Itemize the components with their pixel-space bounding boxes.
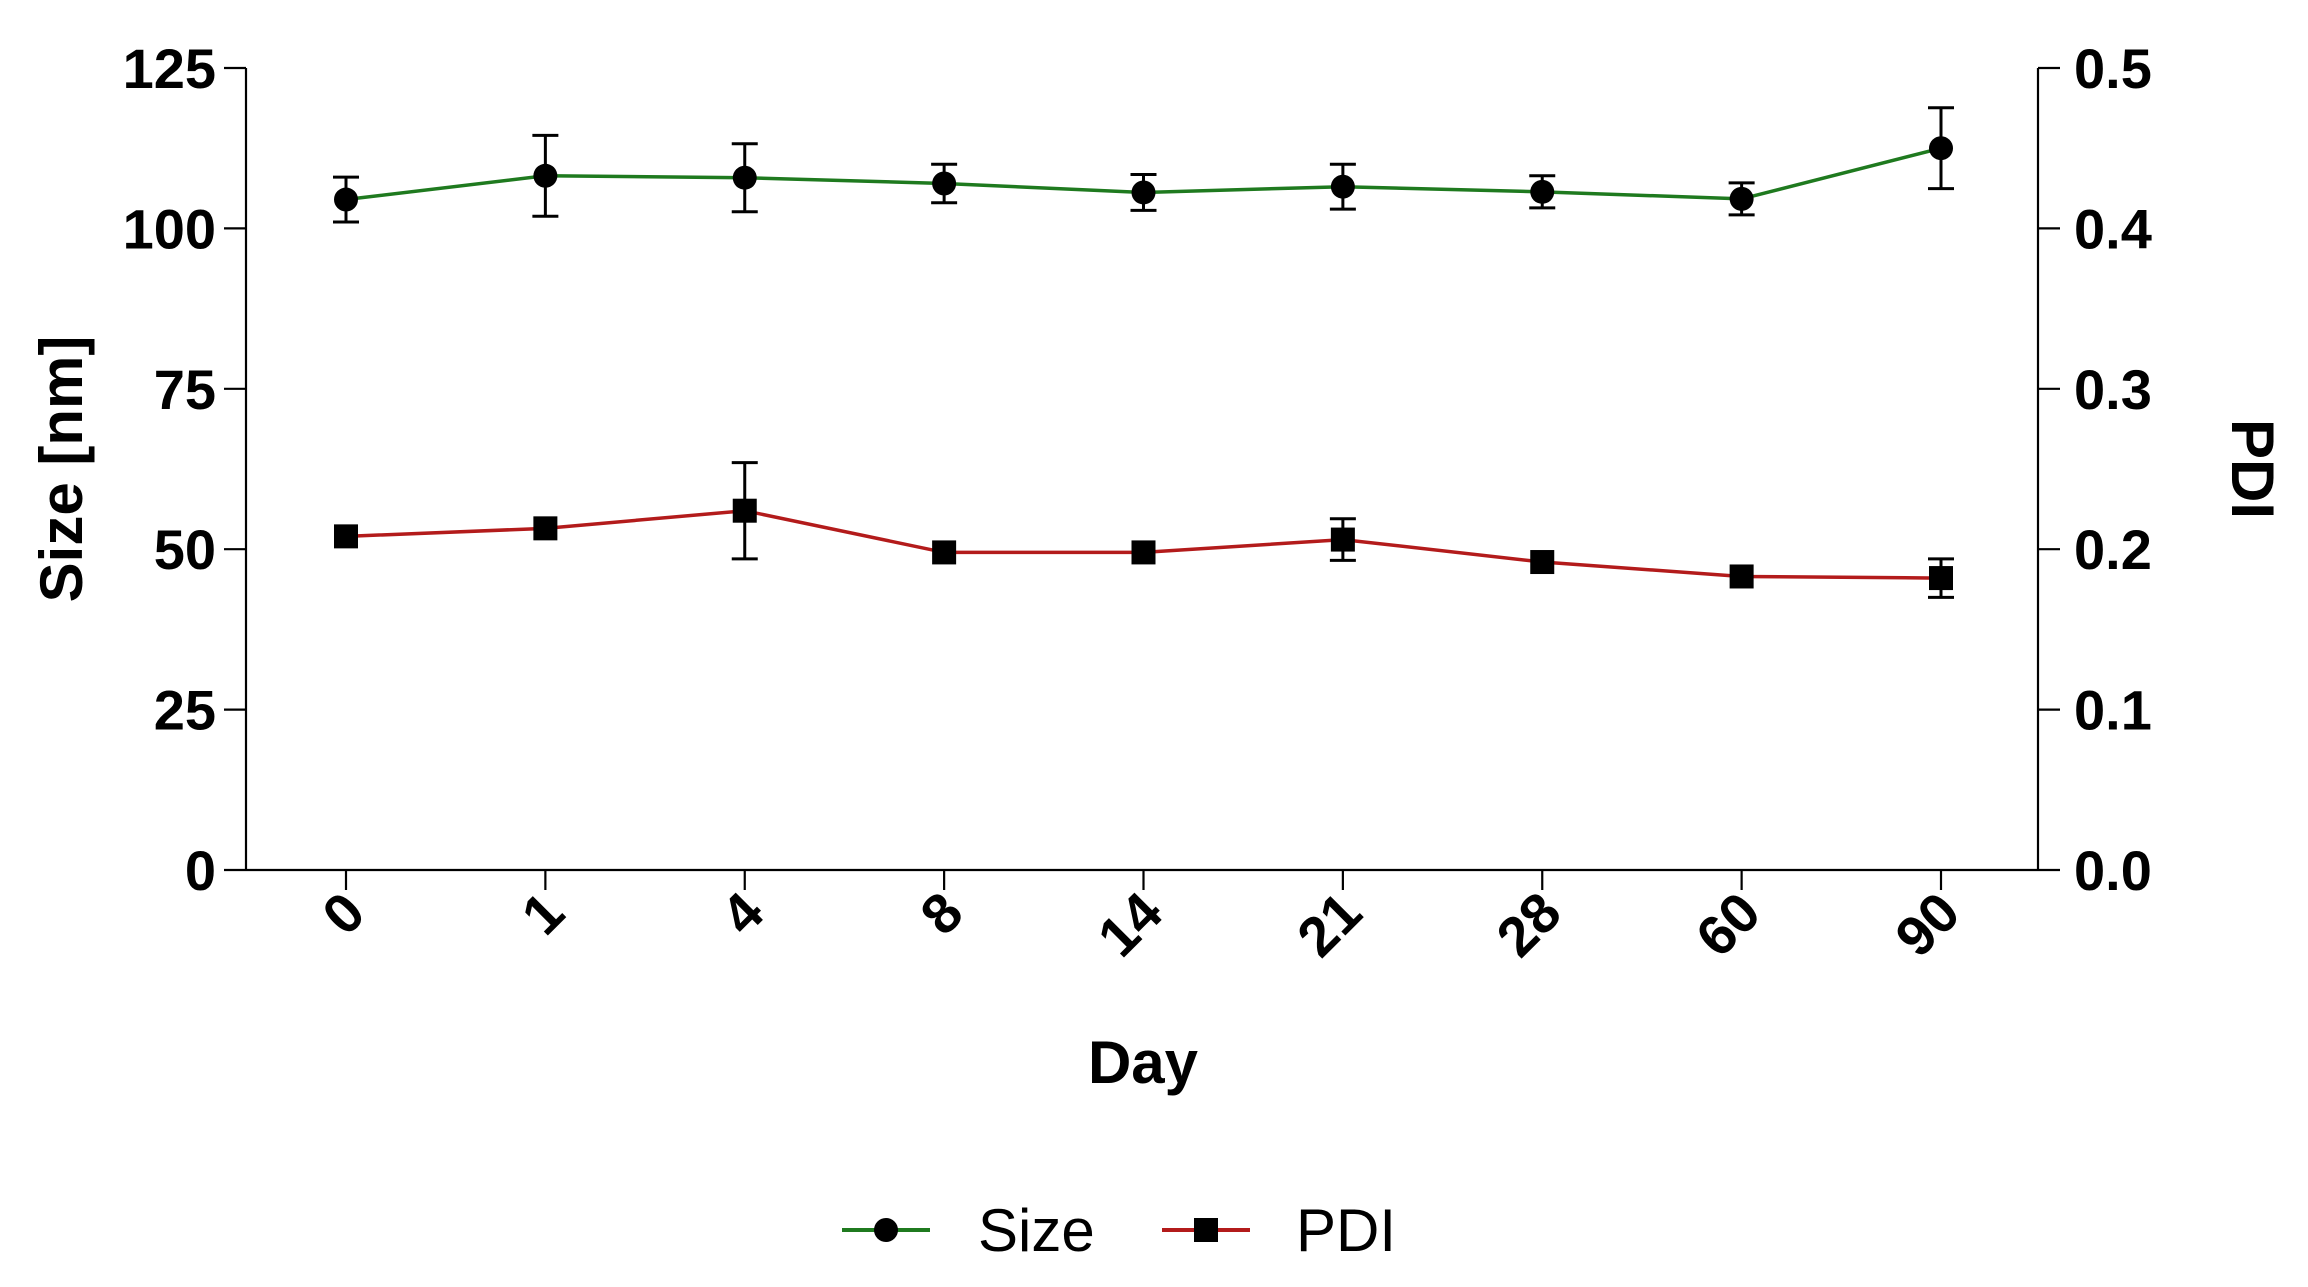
- left-axis-ticks: 0 25 50 75 100 125: [123, 37, 246, 902]
- size-point-8: [1929, 136, 1953, 161]
- x-tick-label-0: 0: [310, 880, 377, 947]
- left-tick-label-0: 0: [185, 839, 216, 902]
- pdi-point-0: [334, 524, 358, 549]
- x-tick-label-2: 4: [709, 880, 776, 947]
- right-tick-label-5: 0.5: [2074, 37, 2152, 100]
- size-point-3: [932, 171, 957, 196]
- x-axis-ticks: 0 1 4 8 14 21 28 60 90: [310, 870, 1972, 969]
- y-axis-title: Size [nm]: [28, 336, 95, 603]
- x-tick-label-4: 14: [1085, 880, 1174, 969]
- left-tick-label-3: 75: [154, 358, 216, 421]
- right-tick-label-1: 0.1: [2074, 679, 2152, 742]
- right-axis-ticks: 0.0 0.1 0.2 0.3 0.4 0.5: [2038, 37, 2152, 902]
- x-tick-label-3: 8: [908, 880, 975, 947]
- pdi-point-7: [1729, 564, 1754, 589]
- x-tick-label-6: 28: [1484, 880, 1573, 969]
- left-tick-label-1: 25: [154, 679, 216, 742]
- pdi-point-4: [1131, 540, 1156, 565]
- size-point-6: [1530, 179, 1555, 204]
- series-layer: [333, 106, 1954, 599]
- right-tick-label-2: 0.2: [2074, 518, 2152, 581]
- series-size: [333, 106, 1954, 224]
- legend-pdi-marker: [1194, 1218, 1218, 1242]
- size-point-2: [732, 165, 757, 190]
- size-point-1: [533, 163, 558, 188]
- left-tick-label-5: 125: [123, 37, 216, 100]
- size-point-0: [334, 187, 358, 212]
- size-point-4: [1131, 180, 1156, 205]
- size-point-5: [1330, 174, 1355, 199]
- right-tick-label-0: 0.0: [2074, 839, 2152, 902]
- pdi-point-3: [932, 540, 957, 565]
- x-tick-label-5: 21: [1285, 880, 1374, 969]
- pdi-point-1: [533, 516, 558, 541]
- pdi-point-2: [732, 498, 757, 523]
- legend-size-label: Size: [978, 1197, 1095, 1264]
- x-tick-label-7: 60: [1684, 880, 1773, 969]
- pdi-point-5: [1330, 527, 1355, 552]
- right-tick-label-4: 0.4: [2074, 197, 2152, 260]
- legend-size-marker: [874, 1218, 898, 1242]
- left-tick-label-4: 100: [123, 197, 216, 260]
- legend-pdi-label: PDI: [1296, 1197, 1396, 1264]
- pdi-point-8: [1929, 566, 1953, 591]
- x-axis-title: Day: [1088, 1029, 1199, 1096]
- x-tick-label-8: 90: [1883, 880, 1972, 969]
- size-point-7: [1729, 186, 1754, 211]
- right-tick-label-3: 0.3: [2074, 358, 2152, 421]
- y2-axis-title: PDI: [2219, 419, 2286, 519]
- legend-item-size: Size: [842, 1197, 1095, 1264]
- x-tick-label-1: 1: [509, 880, 576, 947]
- series-pdi: [334, 461, 1954, 599]
- pdi-point-6: [1530, 550, 1555, 575]
- left-tick-label-2: 50: [154, 518, 216, 581]
- legend: Size PDI: [842, 1197, 1396, 1264]
- legend-item-pdi: PDI: [1162, 1197, 1396, 1264]
